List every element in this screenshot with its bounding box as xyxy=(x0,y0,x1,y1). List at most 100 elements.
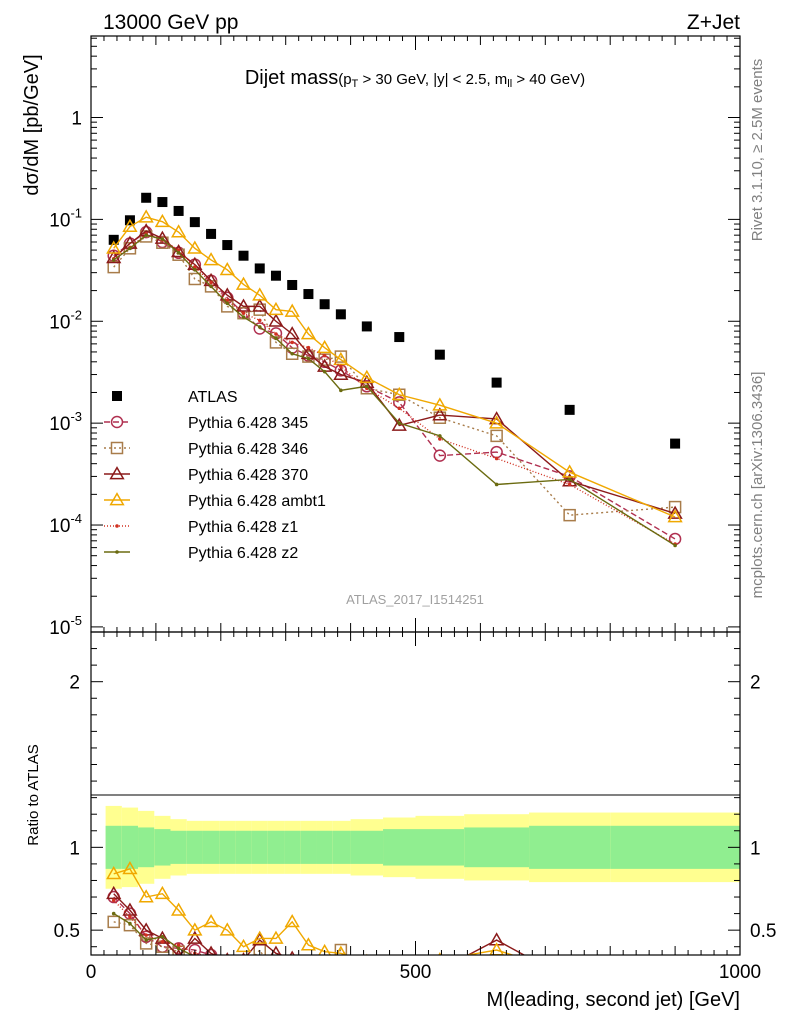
point-4-14 xyxy=(333,351,349,366)
inner-band-6 xyxy=(202,830,220,864)
title-cuts-part-2: > 30 GeV, |y| < 2.5, m xyxy=(358,71,507,88)
y-tick-label-exponent: -2 xyxy=(70,307,82,322)
point-6-20 xyxy=(673,543,677,548)
point-0-9 xyxy=(254,263,265,274)
ratio-series-5 xyxy=(111,911,442,989)
ratio-point-2-5 xyxy=(187,930,203,944)
ratio-point-1-20 xyxy=(670,968,681,979)
point-0-16 xyxy=(394,332,405,343)
point-6-2 xyxy=(144,233,148,237)
ratio-line-2 xyxy=(113,893,526,955)
point-0-0 xyxy=(108,234,119,245)
ratio-point-0-8 xyxy=(238,963,249,974)
ratio-point-3-7 xyxy=(219,922,235,936)
point-6-10 xyxy=(274,336,278,341)
y-tick-label-exponent: -5 xyxy=(70,613,82,628)
ratio-point-5-11 xyxy=(290,976,294,980)
point-3-20 xyxy=(667,505,683,519)
ratio-point-4-3 xyxy=(160,939,165,944)
legend-marker-5 xyxy=(115,524,119,528)
title-cuts-part-4: > 40 GeV) xyxy=(512,71,585,88)
point-6-9 xyxy=(257,325,262,329)
y-tick-label-2: 10-2 xyxy=(49,307,82,333)
point-4-4 xyxy=(170,224,187,238)
ratio-point-0-6 xyxy=(204,948,218,955)
ratio-line-5 xyxy=(113,912,194,955)
legend-marker-2 xyxy=(110,441,124,455)
ratio-point-4-15 xyxy=(365,970,369,974)
ratio-point-2-20 xyxy=(669,972,682,983)
point-6-14 xyxy=(339,388,343,393)
ratio-y-tick-label-right-2: 2 xyxy=(750,673,761,694)
ratio-point-5-2 xyxy=(144,938,148,942)
point-5-11 xyxy=(290,340,294,345)
point-3-17 xyxy=(432,407,448,421)
point-6-8 xyxy=(241,315,246,319)
inner-band-5 xyxy=(186,830,203,864)
ratio-point-0-15 xyxy=(361,964,372,975)
ratio-point-4-10 xyxy=(274,966,278,970)
point-2-18 xyxy=(490,429,503,443)
ratio-point-1-2 xyxy=(139,937,153,950)
ratio-point-0-13 xyxy=(319,963,330,974)
point-0-2 xyxy=(141,192,152,203)
point-1-17 xyxy=(433,449,447,462)
point-4-9 xyxy=(252,287,268,301)
ratio-point-5-9 xyxy=(258,966,262,970)
point-5-7 xyxy=(225,298,230,303)
ratio-point-3-11 xyxy=(284,914,300,928)
ratio-point-4-14 xyxy=(339,960,343,964)
ratio-point-0-19 xyxy=(564,971,575,982)
point-4-3 xyxy=(154,213,171,228)
point-3-9 xyxy=(252,298,268,312)
point-0-5 xyxy=(189,217,200,228)
ratio-point-0-10 xyxy=(270,963,281,974)
legend-entry-3: Pythia 6.428 370 xyxy=(188,467,308,484)
ratio-uncertainty-bands xyxy=(105,805,740,889)
point-5-9 xyxy=(257,318,262,323)
series-4 xyxy=(106,209,683,523)
title-cuts-part-3: ll xyxy=(507,78,512,90)
ratio-point-5-4 xyxy=(176,946,181,951)
point-0-18 xyxy=(491,377,502,388)
point-4-17 xyxy=(432,397,448,411)
point-5-8 xyxy=(241,311,246,315)
ratio-point-3-9 xyxy=(252,930,268,944)
point-5-18 xyxy=(494,456,499,461)
ratio-point-5-17 xyxy=(438,985,442,989)
ratio-point-3-12 xyxy=(300,937,317,951)
ratio-point-4-13 xyxy=(323,960,327,964)
point-6-0 xyxy=(111,258,116,262)
ratio-point-3-5 xyxy=(187,922,203,936)
point-3-10 xyxy=(268,313,284,327)
point-4-16 xyxy=(391,386,407,401)
point-4-7 xyxy=(219,261,235,276)
ratio-point-1-13 xyxy=(319,959,330,970)
ratio-point-1-17 xyxy=(434,968,445,979)
point-0-13 xyxy=(319,299,330,310)
point-6-19 xyxy=(567,477,572,482)
x-axis-label: M(leading, second jet) [GeV] xyxy=(487,989,740,1011)
point-6-18 xyxy=(494,482,499,487)
point-0-7 xyxy=(222,240,233,251)
point-1-16 xyxy=(393,396,406,409)
y-tick-label-3: 10-3 xyxy=(49,409,82,435)
energy-label: 13000 GeV pp xyxy=(103,11,238,34)
point-0-4 xyxy=(173,205,184,216)
inner-band-14 xyxy=(332,830,351,864)
inner-band-19 xyxy=(529,825,611,869)
y-tick-label-base: 10 xyxy=(49,210,70,231)
ratio-point-4-18 xyxy=(495,981,499,985)
top-y-axis-label: dσ/dM [pb/GeV] xyxy=(21,54,43,195)
process-label: Z+Jet xyxy=(687,11,740,34)
y-tick-label-exponent: -1 xyxy=(70,205,82,220)
legend-marker-1 xyxy=(110,415,124,429)
legend-entry-0: ATLAS xyxy=(188,389,238,406)
series-5 xyxy=(111,232,677,546)
inner-band-11 xyxy=(284,830,301,864)
point-3-8 xyxy=(235,298,252,312)
ratio-point-3-6 xyxy=(203,914,219,928)
ratio-point-4-7 xyxy=(225,963,229,967)
ratio-point-2-19 xyxy=(563,974,576,985)
point-6-12 xyxy=(306,356,311,361)
